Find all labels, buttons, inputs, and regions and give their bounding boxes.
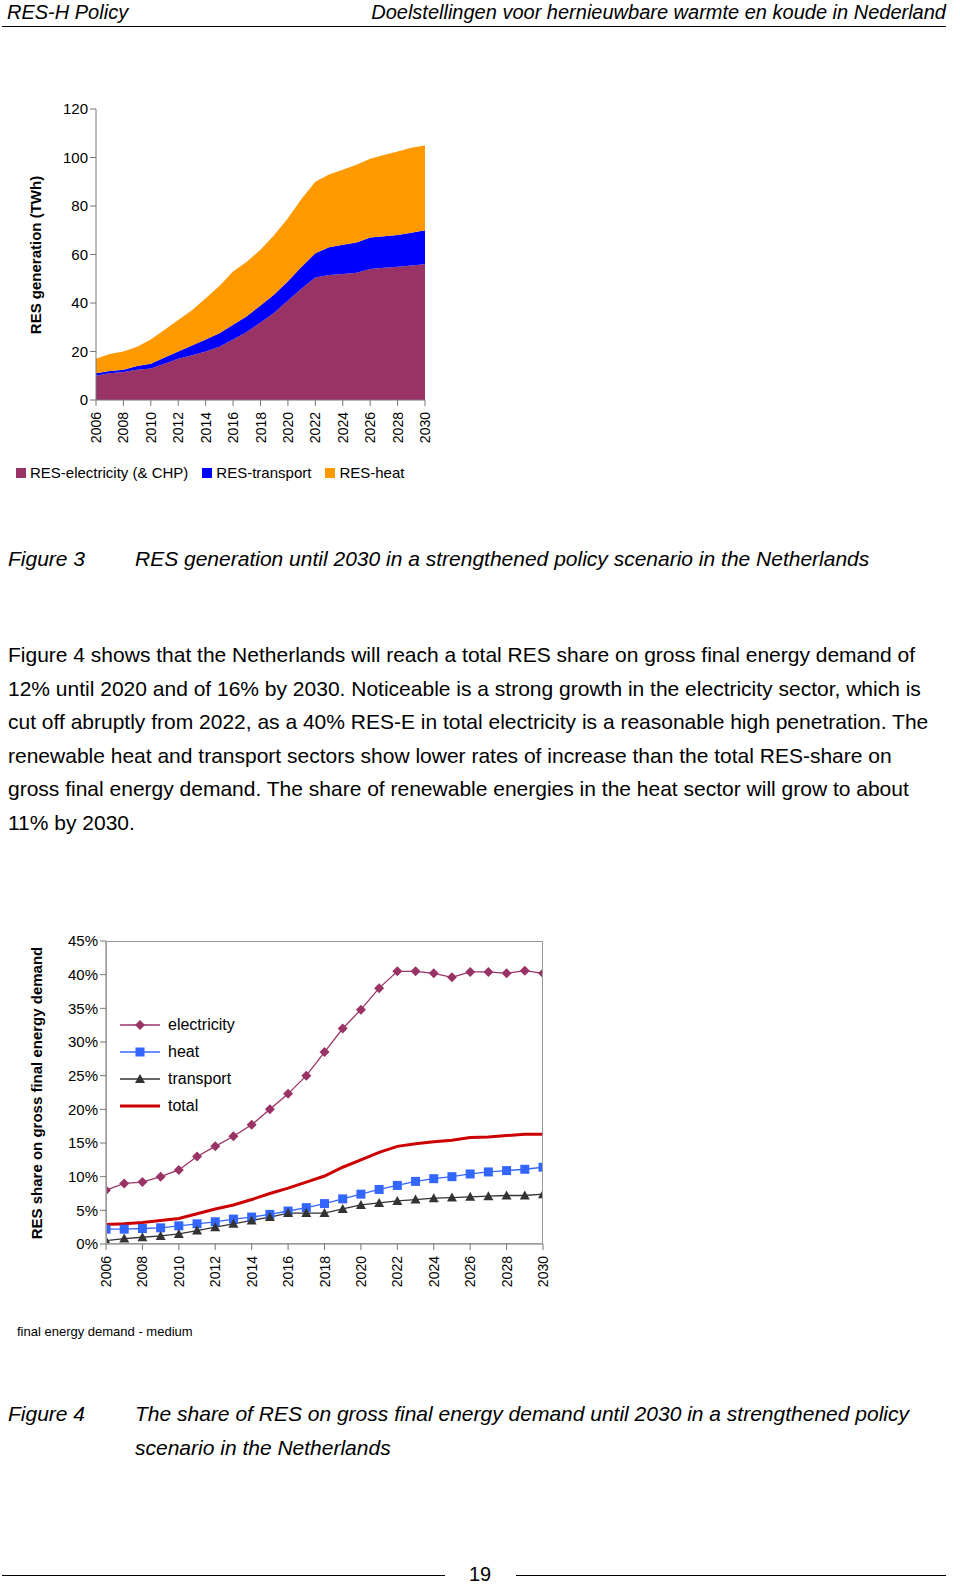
svg-text:2030: 2030 [535,1256,551,1287]
svg-text:40: 40 [71,294,88,311]
svg-text:2014: 2014 [244,1256,260,1287]
svg-text:2006: 2006 [88,412,104,443]
html-text:19: 19 [468,1563,492,1585]
svg-text:2028: 2028 [390,412,406,443]
svg-text:30%: 30% [68,1033,98,1050]
svg-text:0: 0 [80,391,88,408]
svg-text:2020: 2020 [280,412,296,443]
svg-text:2012: 2012 [170,412,186,443]
svg-text:60: 60 [71,246,88,263]
svg-text:5%: 5% [76,1202,98,1219]
html-text:RES-transport: RES-transport [216,464,312,481]
svg-text:2016: 2016 [225,412,241,443]
svg-text:120: 120 [63,100,88,117]
svg-text:2006: 2006 [98,1256,114,1287]
html-text:The share of RES on gross fina: The share of RES on gross final energy d… [135,1402,909,1459]
html-text:transport: transport [168,1069,232,1087]
svg-text:35%: 35% [68,1000,98,1017]
html-text:RES-heat: RES-heat [339,464,405,481]
svg-text:2008: 2008 [134,1256,150,1287]
html-text:Doelstellingen voor hernieuwba: Doelstellingen voor hernieuwbare warmte … [371,1,946,23]
html-text:Figure 4 shows that the Nether: Figure 4 shows that the Netherlands will… [8,643,929,834]
svg-text:2018: 2018 [317,1256,333,1287]
svg-text:2016: 2016 [280,1256,296,1287]
svg-text:2026: 2026 [462,1256,478,1287]
html-text:total: total [168,1096,199,1114]
html-text:final energy demand - medium: final energy demand - medium [17,1324,193,1339]
svg-text:2030: 2030 [417,412,433,443]
svg-text:25%: 25% [68,1067,98,1084]
svg-text:20%: 20% [68,1101,98,1118]
svg-text:2022: 2022 [307,412,323,443]
html-text:electricity: electricity [168,1015,235,1033]
svg-text:80: 80 [71,197,88,214]
html-text:Figure 3: Figure 3 [8,547,85,570]
svg-text:2008: 2008 [115,412,131,443]
svg-text:100: 100 [63,149,88,166]
svg-text:20: 20 [71,343,88,360]
html-text:Figure 4: Figure 4 [8,1402,85,1425]
svg-text:2024: 2024 [426,1256,442,1287]
svg-text:2018: 2018 [253,412,269,443]
svg-text:2024: 2024 [335,412,351,443]
svg-text:2012: 2012 [207,1256,223,1287]
svg-text:2020: 2020 [353,1256,369,1287]
svg-text:2014: 2014 [198,412,214,443]
svg-text:2026: 2026 [362,412,378,443]
html-text:RES-H Policy: RES-H Policy [7,1,129,23]
html-text:heat: heat [168,1042,200,1060]
html-text:RES generation until 2030 in a: RES generation until 2030 in a strengthe… [135,547,870,570]
html-text:RES-electricity (& CHP): RES-electricity (& CHP) [30,464,189,481]
svg-text:15%: 15% [68,1134,98,1151]
svg-text:10%: 10% [68,1168,98,1185]
html-text:RES generation (TWh): RES generation (TWh) [27,175,44,334]
html-text:RES share on gross final energ: RES share on gross final energy demand [28,946,45,1239]
svg-text:2028: 2028 [499,1256,515,1287]
svg-text:2022: 2022 [389,1256,405,1287]
svg-text:2010: 2010 [171,1256,187,1287]
svg-text:45%: 45% [68,932,98,949]
svg-text:40%: 40% [68,966,98,983]
svg-text:0%: 0% [76,1235,98,1252]
svg-text:2010: 2010 [143,412,159,443]
